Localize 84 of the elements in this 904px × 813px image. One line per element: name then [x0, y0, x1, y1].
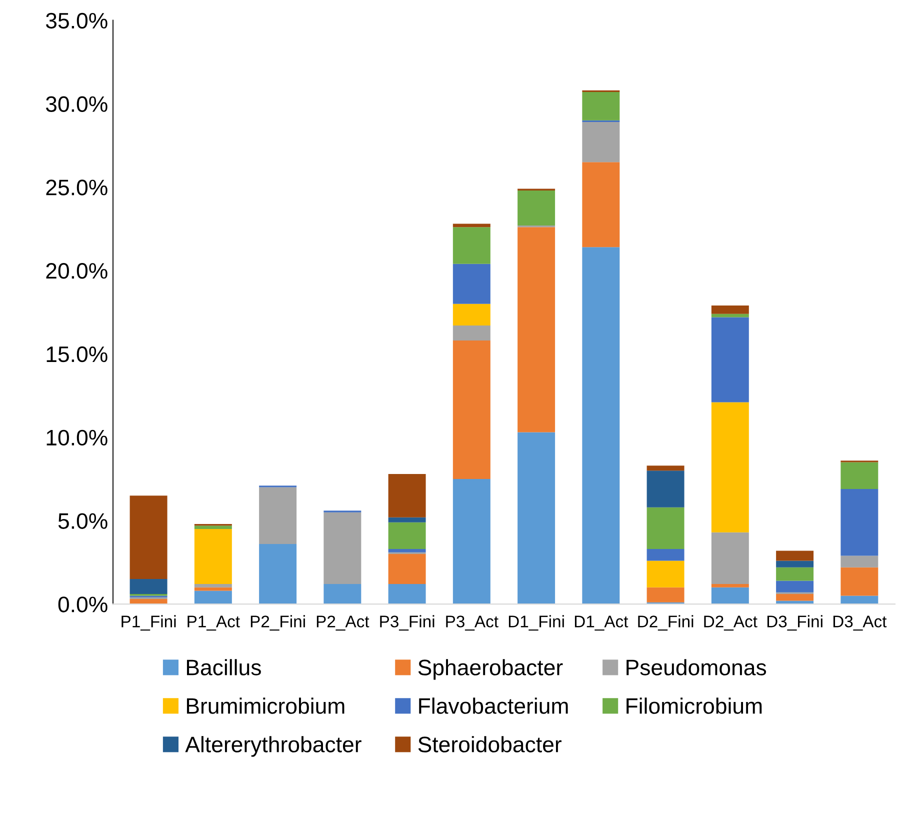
y-tick-label: 5.0%: [58, 513, 108, 529]
legend-label: Altererythrobacter: [185, 736, 362, 757]
bar: [518, 227, 556, 432]
bar: [194, 584, 232, 588]
bar: [776, 600, 814, 604]
bar: [194, 590, 232, 604]
x-tick-label: D3_Fini: [767, 615, 822, 631]
legend-label: Sphaerobacter: [418, 659, 563, 680]
bar: [259, 487, 297, 544]
bar: [259, 544, 297, 604]
bar: [711, 532, 749, 584]
bar: [130, 496, 168, 580]
bar: [711, 306, 749, 314]
y-tick-label: 35.0%: [46, 12, 108, 29]
bar: [388, 522, 426, 550]
x-tick-label: D3_Act: [833, 616, 887, 631]
bar: [840, 462, 878, 489]
bar: [711, 402, 749, 532]
x-tick-label: D1_Fini: [508, 615, 564, 631]
bar: [388, 554, 426, 584]
bar: [452, 326, 490, 341]
legend-label: Steroidobacter: [418, 736, 562, 752]
bar: [711, 317, 749, 402]
legend-label: Brumimicrobium: [186, 698, 344, 714]
bar: [388, 474, 426, 518]
bar: [452, 224, 490, 228]
bar: [711, 587, 749, 604]
bar: [194, 529, 232, 584]
bar: [840, 488, 878, 556]
bar: [324, 512, 362, 584]
bar: [582, 162, 620, 248]
legend-label: Filomicrobium: [626, 698, 762, 714]
bar: [194, 587, 232, 591]
y-tick-label: 0.0%: [58, 596, 108, 612]
bar: [711, 314, 749, 318]
y-tick-label: 30.0%: [46, 96, 108, 112]
x-tick-label: D1_Act: [574, 616, 628, 631]
bar: [388, 549, 426, 552]
bar: [388, 517, 426, 522]
x-tick-label: D2_Act: [704, 616, 758, 631]
y-tick-label: 25.0%: [46, 180, 108, 196]
bar: [130, 599, 168, 604]
bar: [646, 560, 684, 588]
bar: [646, 466, 684, 471]
bar: [840, 596, 878, 604]
x-tick-label: P3_Act: [446, 616, 498, 631]
bar: [776, 580, 814, 592]
bar: [776, 550, 814, 561]
legend-label: Bacillus: [186, 659, 261, 676]
bar: [388, 584, 426, 604]
bar: [452, 264, 490, 304]
bar: [452, 340, 490, 479]
bar: [130, 579, 168, 594]
y-tick-label: 20.0%: [46, 263, 108, 279]
x-tick-label: P2_Act: [316, 616, 370, 631]
bar: [840, 567, 878, 596]
bar: [582, 247, 620, 604]
x-tick-label: P1_Fini: [122, 615, 176, 631]
bar: [518, 190, 556, 226]
bar: [582, 92, 620, 120]
bar: [646, 470, 684, 508]
bar: [452, 227, 490, 264]
bar: [324, 584, 362, 604]
x-tick-label: P1_Act: [188, 616, 240, 631]
bar: [840, 556, 878, 568]
bar: [646, 507, 684, 550]
bar: [776, 594, 814, 601]
y-tick-label: 10.0%: [46, 430, 108, 446]
bar: [518, 432, 556, 604]
y-tick-label: 15.0%: [46, 346, 108, 362]
x-tick-label: P2_Fini: [250, 615, 305, 631]
legend-label: Flavobacterium: [419, 698, 568, 714]
x-tick-label: D2_Fini: [638, 615, 694, 631]
bar: [646, 549, 684, 561]
bar: [194, 526, 232, 530]
x-tick-label: P3_Fini: [380, 615, 434, 631]
bar: [452, 478, 490, 604]
bar: [646, 587, 684, 602]
bar: [776, 567, 814, 581]
bar: [582, 122, 620, 162]
bar: [452, 304, 490, 326]
bar: [711, 584, 749, 588]
legend-label: Pseudomonas: [626, 659, 766, 676]
bar: [776, 560, 814, 568]
